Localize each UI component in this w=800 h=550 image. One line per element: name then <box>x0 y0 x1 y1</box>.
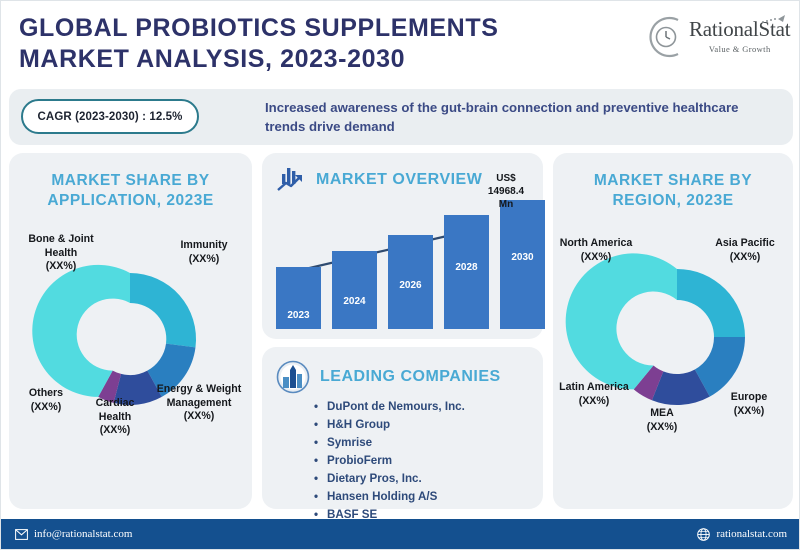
logo-name: RationalStat <box>689 17 791 41</box>
cagr-badge: CAGR (2023-2030) : 12.5% <box>21 99 199 134</box>
page-title-line-2: MARKET ANALYSIS, 2023-2030 <box>19 44 406 73</box>
footer-website-text: rationalstat.com <box>716 528 787 540</box>
logo-text: RationalStat Value & Growth <box>689 17 791 54</box>
bar-chart-market-overview: 2023 2024 2026 2028 2030 <box>262 195 545 339</box>
panel-title-companies: LEADING COMPANIES <box>320 367 501 385</box>
bar-2030[interactable]: 2030 <box>500 200 545 329</box>
logo-arrow-dots-icon <box>762 15 785 23</box>
donut-slice-cardiac-health[interactable] <box>113 370 162 406</box>
donut-application-svg <box>32 265 197 406</box>
donut-chart-application: Immunity (XX%) Energy & Weight Managemen… <box>9 211 252 461</box>
donut-slice-latin-america[interactable] <box>633 365 664 401</box>
bar-chart-arrow-icon <box>277 168 302 191</box>
donut-slice-immunity[interactable] <box>130 273 197 348</box>
buildings-badge-icon <box>276 360 310 394</box>
value-unit: Mn <box>498 198 514 210</box>
bar-2028[interactable]: 2028 <box>444 215 489 329</box>
list-item[interactable]: Symrise <box>314 434 543 452</box>
list-item[interactable]: Dietary Pros, Inc. <box>314 470 543 488</box>
panel-title-overview: MARKET OVERVIEW <box>316 170 483 188</box>
donut-slice-asia-pacific[interactable] <box>677 269 745 338</box>
leading-companies-header: LEADING COMPANIES <box>262 347 543 394</box>
page-title: GLOBAL PROBIOTICS SUPPLEMENTS MARKET ANA… <box>19 13 639 74</box>
list-item[interactable]: Hansen Holding A/S <box>314 488 543 506</box>
leading-companies-list: DuPont de Nemours, Inc. H&H Group Symris… <box>262 394 543 525</box>
donut-slice-mea[interactable] <box>651 369 710 406</box>
bar-2024[interactable]: 2024 <box>332 251 377 329</box>
list-item[interactable]: H&H Group <box>314 416 543 434</box>
logo-tagline: Value & Growth <box>708 44 771 54</box>
market-overview-header: MARKET OVERVIEW <box>262 153 543 194</box>
list-item[interactable]: ProbioFerm <box>314 452 543 470</box>
rationalstat-logo[interactable]: RationalStat Value & Growth <box>645 11 791 63</box>
donut-region-svg <box>565 253 745 406</box>
footer-website[interactable]: rationalstat.com <box>697 527 787 541</box>
bar-2026[interactable]: 2026 <box>388 235 433 329</box>
envelope-icon <box>15 528 28 540</box>
bar-2023[interactable]: 2023 <box>276 267 321 329</box>
panel-market-share-region: MARKET SHARE BY REGION, 2023E <box>553 153 793 509</box>
footer: info@rationalstat.com rationalstat.com <box>1 519 799 549</box>
value-amount: 14968.4 <box>487 185 525 197</box>
donut-chart-region: Asia Pacific (XX%) Europe (XX%) MEA (XX%… <box>553 211 793 461</box>
donut-slice-energy-weight[interactable] <box>147 343 196 398</box>
globe-icon <box>697 527 711 541</box>
panel-title-region: MARKET SHARE BY REGION, 2023E <box>593 172 753 210</box>
page-title-line-1: GLOBAL PROBIOTICS SUPPLEMENTS <box>19 14 499 42</box>
list-item[interactable]: DuPont de Nemours, Inc. <box>314 398 543 416</box>
panel-leading-companies: LEADING COMPANIES DuPont de Nemours, Inc… <box>262 347 543 525</box>
donut-slice-europe[interactable] <box>694 337 745 397</box>
footer-email-text: info@rationalstat.com <box>34 528 133 540</box>
value-currency: US$ <box>496 173 516 184</box>
logo-arc-clock-icon <box>649 16 679 58</box>
highlight-text: Increased awareness of the gut-brain con… <box>265 100 739 135</box>
donut-slice-bone-joint[interactable] <box>32 265 130 398</box>
panel-market-share-application: MARKET SHARE BY APPLICATION, 2023E <box>9 153 252 509</box>
donut-slice-others[interactable] <box>98 370 122 404</box>
list-item[interactable]: BASF SE <box>314 506 543 524</box>
panel-market-overview: MARKET OVERVIEW 2023 2024 2026 2028 2030 <box>262 153 545 339</box>
panel-title-application: MARKET SHARE BY APPLICATION, 2023E <box>47 172 214 210</box>
donut-slice-north-america[interactable] <box>565 253 677 390</box>
highlight-band: CAGR (2023-2030) : 12.5% Increased aware… <box>9 89 793 145</box>
header: GLOBAL PROBIOTICS SUPPLEMENTS MARKET ANA… <box>1 1 799 86</box>
market-value-callout: US$ 14968.4 Mn <box>475 173 537 211</box>
footer-email[interactable]: info@rationalstat.com <box>15 528 132 540</box>
